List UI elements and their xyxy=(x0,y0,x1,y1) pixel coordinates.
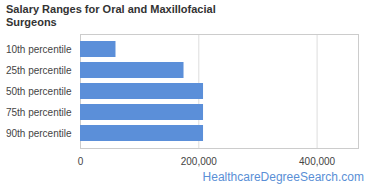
svg-text:90th percentile: 90th percentile xyxy=(6,128,72,139)
svg-text:200,000: 200,000 xyxy=(181,156,218,167)
svg-text:0: 0 xyxy=(78,156,84,167)
html-text:Salary Ranges for Oral and Max: Salary Ranges for Oral and Maxillofacial… xyxy=(6,3,216,28)
svg-text:400,000: 400,000 xyxy=(299,156,336,167)
svg-text:50th percentile: 50th percentile xyxy=(6,86,72,97)
svg-text:25th percentile: 25th percentile xyxy=(6,65,72,76)
html-text:HealthcareDegreeSearch.com: HealthcareDegreeSearch.com xyxy=(202,170,364,184)
svg-text:10th percentile: 10th percentile xyxy=(6,44,72,55)
svg-text:75th percentile: 75th percentile xyxy=(6,107,72,118)
